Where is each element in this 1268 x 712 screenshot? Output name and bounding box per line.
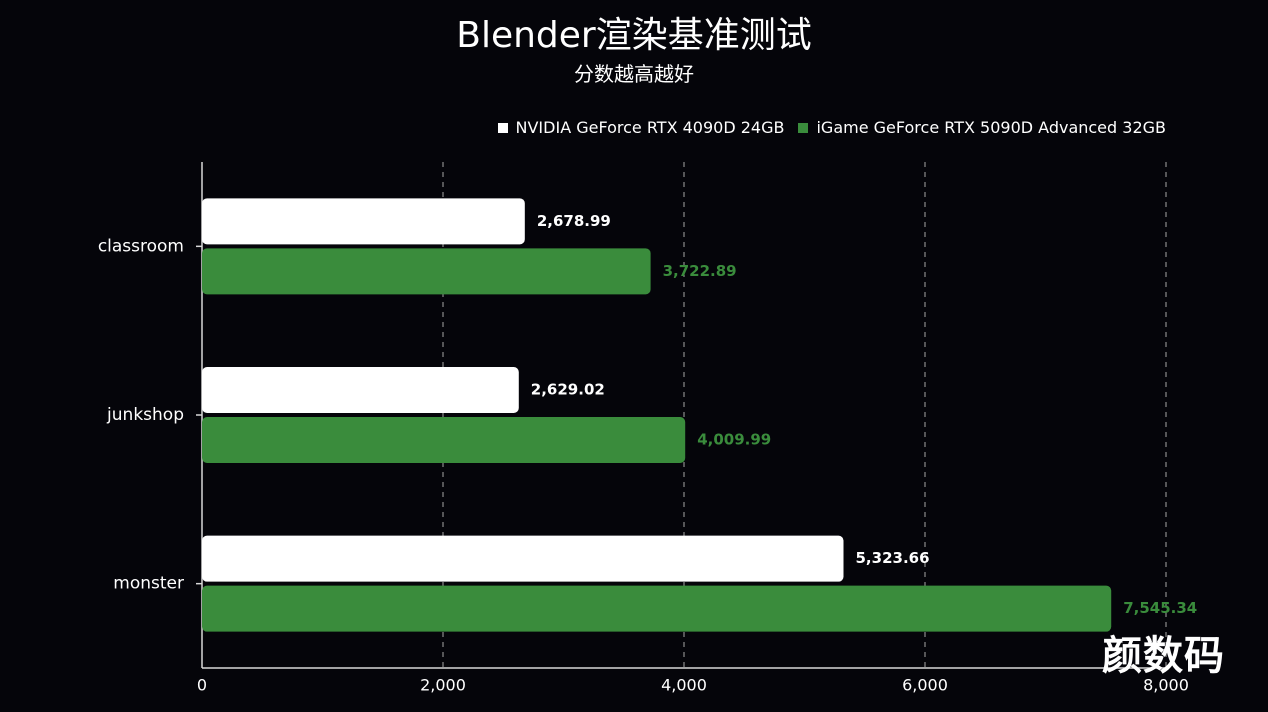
bar-junkshop-series-1 <box>202 367 519 413</box>
x-tick-label-4000: 4,000 <box>661 676 707 695</box>
chart-title: Blender渲染基准测试 <box>456 15 812 56</box>
category-label-classroom: classroom <box>98 236 184 256</box>
x-tick-label-6000: 6,000 <box>902 676 948 695</box>
data-label-monster-series-1: 5,323.66 <box>856 549 930 567</box>
category-label-junkshop: junkshop <box>106 405 184 425</box>
x-tick-label-8000: 8,000 <box>1143 676 1189 695</box>
data-label-junkshop-series-2: 4,009.99 <box>697 431 771 449</box>
data-label-junkshop-series-1: 2,629.02 <box>531 381 605 399</box>
category-label-monster: monster <box>113 574 184 594</box>
legend-swatch-series-2 <box>798 123 809 133</box>
data-label-classroom-series-1: 2,678.99 <box>537 212 611 230</box>
chart-subtitle: 分数越高越好 <box>574 62 694 86</box>
x-tick-label-2000: 2,000 <box>420 676 466 695</box>
bar-junkshop-series-2 <box>202 417 686 463</box>
bar-monster-series-2 <box>202 585 1112 632</box>
legend-label-series-1: NVIDIA GeForce RTX 4090D 24GB <box>515 118 785 137</box>
x-tick-label-0: 0 <box>197 676 207 695</box>
bar-classroom-series-2 <box>202 248 651 295</box>
data-label-monster-series-2: 7,545.34 <box>1123 599 1197 617</box>
legend-label-series-2: iGame GeForce RTX 5090D Advanced 32GB <box>816 118 1166 137</box>
legend-item-series-2: iGame GeForce RTX 5090D Advanced 32GB <box>798 117 1166 139</box>
legend-swatch-series-1 <box>497 123 508 133</box>
bar-monster-series-1 <box>202 535 844 582</box>
bar-classroom-series-1 <box>202 198 525 245</box>
watermark: 颜数码 <box>1102 633 1225 679</box>
chart-legend: NVIDIA GeForce RTX 4090D 24GB iGame GeFo… <box>497 117 1166 139</box>
data-label-classroom-series-2: 3,722.89 <box>663 262 737 280</box>
legend-item-series-1: NVIDIA GeForce RTX 4090D 24GB <box>497 117 785 139</box>
